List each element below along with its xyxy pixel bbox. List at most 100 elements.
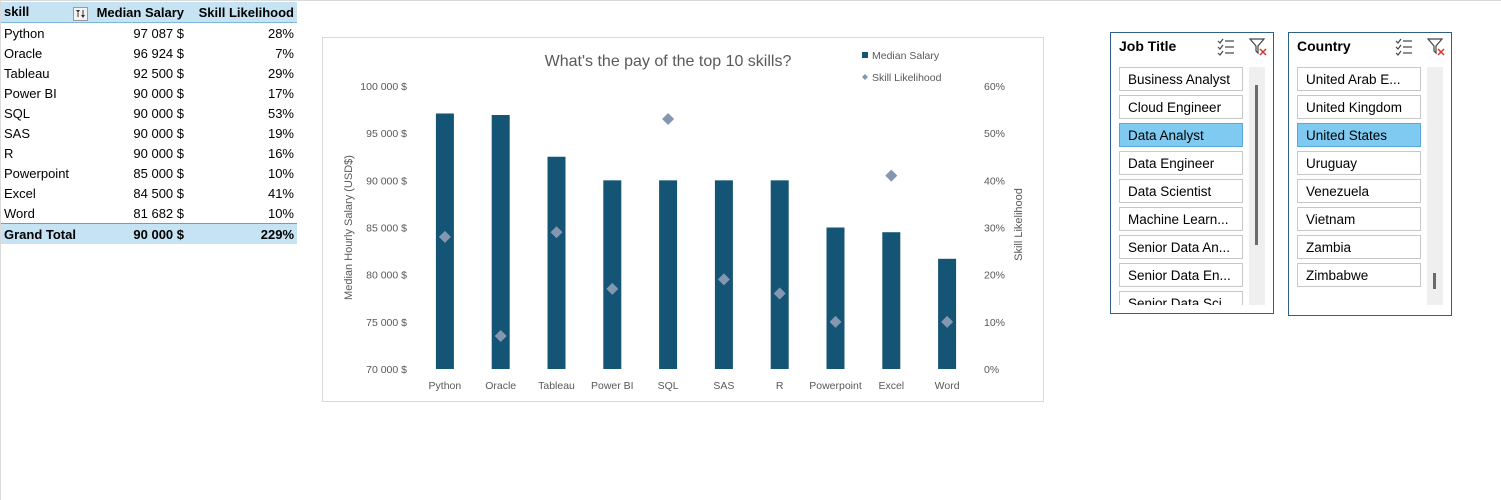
- pivot-cell-skill: R: [4, 145, 14, 161]
- x-tick-label: Power BI: [591, 380, 634, 392]
- chart-title: What's the pay of the top 10 skills?: [545, 53, 792, 70]
- slicer-item-job-title[interactable]: Senior Data An...: [1119, 235, 1243, 259]
- slicer-item-job-title[interactable]: Business Analyst: [1119, 67, 1243, 91]
- y-tick-label: 85 000 $: [366, 223, 407, 235]
- y-tick-label: 80 000 $: [366, 270, 407, 282]
- pivot-cell-skill: Word: [4, 205, 35, 221]
- country-slicer[interactable]: Country United Arab E.: [1288, 32, 1452, 316]
- slicer-item-country[interactable]: Venezuela: [1297, 179, 1421, 203]
- legend-marker-median-salary: [862, 52, 868, 58]
- job-title-scrollbar[interactable]: [1249, 67, 1265, 305]
- marker-skill-likelihood: [550, 226, 563, 239]
- pivot-cell-skill: Powerpoint: [4, 165, 70, 181]
- pivot-header-median: Median Salary: [91, 2, 187, 23]
- job-title-slicer[interactable]: Job Title Business Ana: [1110, 32, 1274, 314]
- pivot-row: Power BI 90 000 $ 17%: [1, 83, 297, 103]
- bar-median-salary: [770, 180, 789, 369]
- country-slicer-items: United Arab E... United Kingdom United Sta…: [1297, 67, 1421, 305]
- sort-filter-dropdown-icon[interactable]: [73, 6, 88, 21]
- clear-filter-icon[interactable]: [1426, 38, 1445, 56]
- chart-svg: What's the pay of the top 10 skills? Medi…: [343, 50, 1025, 392]
- combo-chart[interactable]: What's the pay of the top 10 skills? Medi…: [322, 37, 1044, 402]
- x-tick-label: SQL: [658, 380, 679, 392]
- job-title-slicer-header: Job Title: [1111, 33, 1273, 59]
- sheet-top-border: [0, 0, 1501, 1]
- pivot-cell-median: 84 500 $: [133, 185, 184, 201]
- marker-skill-likelihood: [773, 287, 786, 300]
- y2-tick-label: 30%: [984, 223, 1005, 235]
- slicer-item-job-title[interactable]: Senior Data En...: [1119, 263, 1243, 287]
- pivot-cell-median: 90 000 $: [133, 145, 184, 161]
- pivot-row: Tableau 92 500 $ 29%: [1, 63, 297, 83]
- country-slicer-header: Country: [1289, 33, 1451, 59]
- job-title-slicer-items: Business Analyst Cloud Engineer Data Analy…: [1119, 67, 1243, 305]
- bar-median-salary: [547, 156, 566, 369]
- bar-median-salary: [491, 115, 510, 369]
- x-tick-label: Powerpoint: [809, 380, 862, 392]
- pivot-cell-likelihood: 29%: [267, 65, 294, 81]
- y2-tick-label: 10%: [984, 317, 1005, 329]
- marker-skill-likelihood: [885, 169, 898, 182]
- slicer-item-country[interactable]: United Kingdom: [1297, 95, 1421, 119]
- y2-tick-label: 40%: [984, 175, 1005, 187]
- slicer-item-country[interactable]: Zimbabwe: [1297, 263, 1421, 287]
- pivot-cell-likelihood: 16%: [267, 145, 294, 161]
- pivot-row: Powerpoint 85 000 $ 10%: [1, 163, 297, 183]
- pivot-cell-median: 90 000 $: [133, 85, 184, 101]
- slicer-item-country[interactable]: United States: [1297, 123, 1421, 147]
- job-title-slicer-title: Job Title: [1119, 38, 1177, 54]
- pivot-row: R 90 000 $ 16%: [1, 143, 297, 163]
- slicer-item-country[interactable]: Vietnam: [1297, 207, 1421, 231]
- y2-axis-title: Skill Likelihood: [1013, 188, 1025, 261]
- job-title-scroll-thumb[interactable]: [1255, 85, 1258, 245]
- country-slicer-title: Country: [1297, 38, 1351, 54]
- pivot-cell-likelihood: 28%: [267, 25, 294, 41]
- pivot-cell-median: 90 000 $: [133, 105, 184, 121]
- bar-median-salary: [938, 258, 957, 369]
- pivot-header-row: skill Median Salary Skill Likelihood: [1, 2, 297, 23]
- pivot-row: Python 97 087 $ 28%: [1, 23, 297, 44]
- y-tick-label: 90 000 $: [366, 175, 407, 187]
- slicer-item-country[interactable]: United Arab E...: [1297, 67, 1421, 91]
- pivot-cell-skill: SQL: [4, 105, 31, 121]
- y-tick-label: 95 000 $: [366, 128, 407, 140]
- bar-median-salary: [826, 227, 845, 369]
- pivot-total-label: Grand Total: [1, 223, 91, 244]
- pivot-grand-total-row: Grand Total 90 000 $ 229%: [1, 223, 297, 244]
- marker-skill-likelihood: [606, 282, 619, 295]
- pivot-cell-skill: SAS: [4, 125, 31, 141]
- multi-select-icon[interactable]: [1217, 38, 1235, 56]
- country-scrollbar[interactable]: [1427, 67, 1443, 305]
- country-scroll-thumb[interactable]: [1433, 273, 1436, 289]
- pivot-cell-likelihood: 17%: [267, 85, 294, 101]
- x-tick-label: Word: [935, 380, 960, 392]
- pivot-cell-likelihood: 53%: [267, 105, 294, 121]
- clear-filter-icon[interactable]: [1248, 38, 1267, 56]
- legend-marker-skill-likelihood: [862, 74, 868, 80]
- y-tick-label: 100 000 $: [360, 81, 407, 93]
- pivot-cell-likelihood: 41%: [267, 185, 294, 201]
- slicer-item-job-title[interactable]: Senior Data Sci...: [1119, 291, 1243, 305]
- slicer-item-country[interactable]: Uruguay: [1297, 151, 1421, 175]
- x-tick-label: Oracle: [485, 380, 516, 392]
- pivot-row: Oracle 96 924 $ 7%: [1, 43, 297, 63]
- slicer-item-country[interactable]: Zambia: [1297, 235, 1421, 259]
- x-tick-label: Excel: [878, 380, 904, 392]
- y2-tick-label: 50%: [984, 128, 1005, 140]
- pivot-row: SAS 90 000 $ 19%: [1, 123, 297, 143]
- slicer-item-job-title[interactable]: Data Engineer: [1119, 151, 1243, 175]
- slicer-item-job-title[interactable]: Machine Learn...: [1119, 207, 1243, 231]
- pivot-cell-likelihood: 10%: [267, 165, 294, 181]
- y2-tick-label: 60%: [984, 81, 1005, 93]
- slicer-item-job-title[interactable]: Cloud Engineer: [1119, 95, 1243, 119]
- multi-select-icon[interactable]: [1395, 38, 1413, 56]
- y-tick-label: 75 000 $: [366, 317, 407, 329]
- pivot-header-skill-label: skill: [4, 3, 30, 19]
- pivot-row: Word 81 682 $ 10%: [1, 203, 297, 224]
- pivot-total-likelihood: 229%: [187, 223, 297, 244]
- pivot-row: Excel 84 500 $ 41%: [1, 183, 297, 203]
- slicer-item-job-title[interactable]: Data Analyst: [1119, 123, 1243, 147]
- slicer-item-job-title[interactable]: Data Scientist: [1119, 179, 1243, 203]
- pivot-cell-median: 97 087 $: [133, 25, 184, 41]
- y-axis-title: Median Hourly Salary (USD$): [343, 155, 355, 300]
